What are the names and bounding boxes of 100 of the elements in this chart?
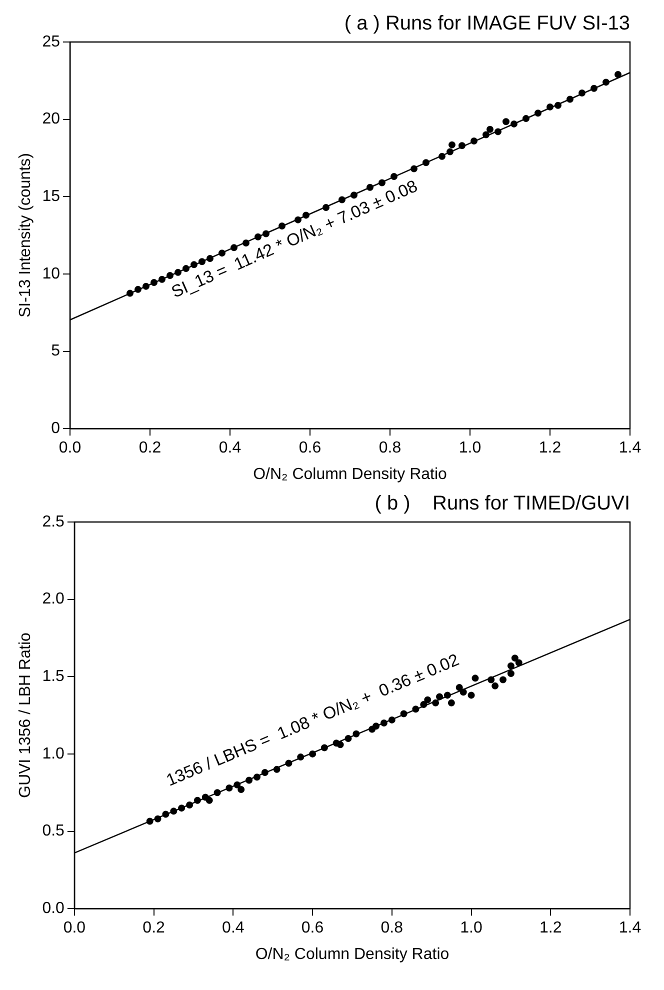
annotation: SI_13 = 11.42 * O/N₂ + 7.03 ± 0.08 [168,176,420,302]
x-tick-label: 0.8 [378,440,402,457]
point [468,692,475,699]
x-axis-title: O/N₂ Column Density Ratio [255,946,450,963]
point [186,801,194,808]
point [218,250,226,257]
point [261,769,268,776]
point [515,659,522,666]
x-tick-label: 1.2 [538,440,562,457]
point [566,96,574,103]
y-tick-label: 2.0 [42,590,65,608]
point [494,128,502,136]
point [410,165,418,172]
point [380,720,388,727]
x-tick-label: 0.2 [142,920,166,937]
point [194,796,201,804]
point [309,750,316,758]
point [352,730,360,738]
point [522,115,530,122]
y-tick-label: 20 [42,110,60,128]
point [206,796,213,804]
point [422,159,430,166]
point [534,110,542,117]
point [390,173,398,180]
point [510,120,518,128]
point [458,142,466,150]
y-tick-label: 1.0 [42,745,65,762]
point [162,810,170,818]
point [190,261,198,268]
point [322,204,330,211]
point [170,808,178,815]
point [448,699,455,706]
x-tick-label: 0.4 [222,920,244,937]
y-tick-label: 0.5 [42,822,65,840]
x-tick-label: 1.4 [618,440,642,457]
point [446,148,454,156]
point [178,804,186,812]
point [302,212,310,219]
point [278,222,286,230]
point [150,278,158,286]
point [488,676,495,684]
point [294,216,302,224]
x-tick-label: 1.0 [460,920,482,937]
point [554,102,562,109]
point [226,784,233,792]
point [507,670,514,678]
x-tick-label: 1.4 [618,920,642,937]
point [486,126,494,133]
y-tick-label: 2.5 [42,513,65,530]
x-tick-label: 0.6 [301,920,324,937]
point [273,766,280,773]
point [206,254,214,262]
point [444,692,451,699]
x-tick-label: 0.6 [298,440,322,457]
point [502,118,510,126]
point [448,141,456,148]
point [602,78,610,86]
point [470,137,478,144]
y-axis-title: SI-13 Intensity (counts) [17,153,34,318]
x-tick-label: 0.4 [218,440,242,457]
point [254,233,262,240]
point [500,676,507,684]
point [511,654,518,662]
point [234,781,241,788]
point [320,744,328,752]
point [366,184,374,191]
y-tick-label: 25 [42,33,60,50]
point [285,760,292,767]
point [432,699,440,706]
point [482,131,490,138]
point [246,776,253,784]
y-tick-label: 5 [51,342,60,360]
y-tick-label: 0 [51,420,60,438]
point [507,662,514,670]
point [158,276,166,283]
point [590,84,598,92]
point [344,734,352,742]
chart-title: ( a ) Runs for IMAGE FUV SI-13 [344,12,630,35]
point [126,290,134,297]
y-axis-title: GUVI 1356 / LBH Ratio [17,632,34,798]
x-tick-label: 1.0 [458,440,482,457]
x-tick-label: 0.2 [138,440,162,457]
point [460,688,467,696]
x-tick-label: 0.0 [63,920,86,937]
point [146,818,154,825]
y-tick-label: 1.5 [42,668,65,686]
point [400,710,408,718]
point [214,789,221,796]
point [492,682,499,690]
point [546,103,554,110]
point [350,192,358,199]
chart-title: ( b ) Runs for TIMED/GUVI [374,492,630,515]
x-tick-label: 0.8 [380,920,404,937]
x-axis-title: O/N₂ Column Density Ratio [253,466,448,483]
x-tick-label: 1.2 [540,920,562,937]
y-tick-label: 15 [42,188,60,206]
point [134,286,142,293]
point [614,70,622,78]
point [472,674,479,682]
y-tick-label: 0.0 [42,900,65,918]
